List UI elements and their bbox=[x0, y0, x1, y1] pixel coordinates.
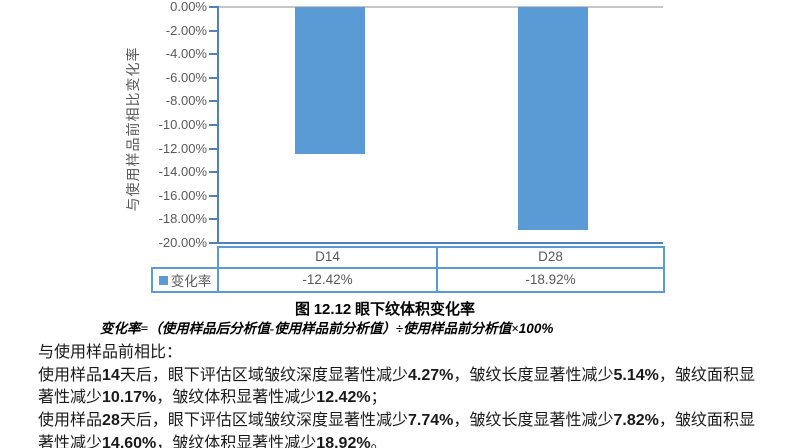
y-tick-label: -4.00% bbox=[165, 46, 207, 62]
table-legend-cell: 变化率 bbox=[153, 269, 217, 291]
table-border-col-divider bbox=[436, 246, 438, 293]
paragraph-line-1: 使用样品14天后，眼下评估区域皱纹深度显著性减少4.27%，皱纹长度显著性减少5… bbox=[38, 366, 755, 384]
y-tick-mark bbox=[209, 124, 219, 126]
y-tick-label: -2.00% bbox=[165, 22, 207, 38]
y-tick-mark bbox=[209, 242, 219, 244]
y-tick-label: -18.00% bbox=[158, 211, 207, 227]
y-tick-label: -14.00% bbox=[158, 164, 207, 180]
y-tick-mark bbox=[209, 76, 219, 79]
y-tick-mark bbox=[209, 53, 219, 56]
y-tick-mark bbox=[209, 194, 219, 197]
table-border-axis-col bbox=[217, 246, 219, 293]
y-axis-line bbox=[217, 7, 219, 243]
y-tick-label: -8.00% bbox=[165, 93, 207, 109]
paragraph-line-2: 著性减少10.17%，皱纹体积显著性减少12.42%； bbox=[38, 389, 387, 407]
paragraph-line-4: 著性减少14.60%，皱纹体积显著性减少18.92%。 bbox=[38, 434, 387, 448]
table-border-right bbox=[663, 246, 665, 293]
zero-gridline bbox=[219, 6, 663, 8]
table-header-d28: D28 bbox=[538, 249, 563, 264]
y-tick-mark bbox=[209, 29, 219, 32]
table-header-d14: D14 bbox=[315, 249, 340, 264]
table-border-top bbox=[217, 246, 665, 248]
bar-D14 bbox=[295, 7, 365, 154]
y-tick-mark bbox=[209, 171, 219, 174]
y-tick-mark bbox=[209, 147, 219, 150]
figure-caption: 图 12.12 眼下纹体积变化率 bbox=[294, 301, 476, 318]
paragraph-intro: 与使用样品前相比： bbox=[38, 344, 183, 361]
table-border-left-legend bbox=[151, 267, 153, 293]
table-value-d28: -18.92% bbox=[525, 272, 576, 287]
y-tick-mark bbox=[209, 218, 219, 221]
formula-line: 变化率=（使用样品后分析值-使用样品前分析值）÷使用样品前分析值×100% bbox=[100, 321, 554, 336]
y-tick-label: -16.00% bbox=[158, 187, 207, 203]
y-tick-label: -20.00% bbox=[158, 235, 207, 250]
table-value-d14: -12.42% bbox=[302, 272, 353, 287]
y-tick-label: -12.00% bbox=[158, 140, 207, 156]
paragraph-line-3: 使用样品28天后，眼下评估区域皱纹深度显著性减少7.74%，皱纹长度显著性减少7… bbox=[38, 412, 755, 430]
legend-label: 变化率 bbox=[170, 274, 212, 289]
y-tick-label: -6.00% bbox=[165, 69, 207, 85]
y-tick-mark bbox=[209, 100, 219, 103]
bar-chart: 与使用样品前相比变化率 0.00% -2.00% -4.00% -6.00% -8.00… bbox=[125, 0, 665, 293]
y-tick-mark bbox=[209, 6, 219, 8]
body-paragraph: 与使用样品前相比： 使用样品14天后，眼下评估区域皱纹深度显著性减少4.27%，… bbox=[38, 342, 755, 448]
table-border-bottom bbox=[151, 291, 665, 293]
y-tick-label: 0.00% bbox=[170, 0, 207, 14]
x-axis-line bbox=[217, 242, 663, 244]
y-tick-label: -10.00% bbox=[158, 117, 207, 132]
bar-D28 bbox=[518, 7, 588, 231]
table-border-mid bbox=[151, 267, 665, 269]
legend-swatch-icon bbox=[158, 275, 168, 285]
